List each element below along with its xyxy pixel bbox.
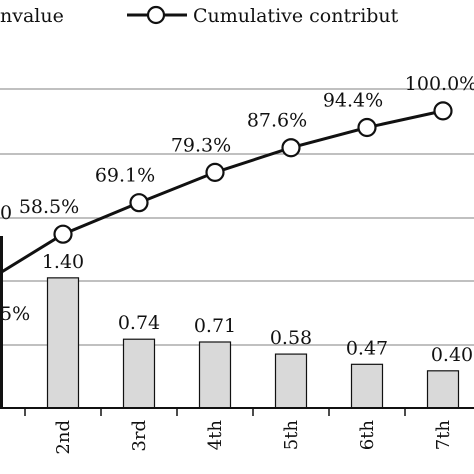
legend-marker-cumulative <box>146 5 166 25</box>
cumulative-value-label-4th: 79.3% <box>171 134 231 156</box>
x-axis: 2nd 3rd 4th 5th 6th 7th <box>0 407 474 455</box>
x-tick-label-7th: 7th <box>433 420 454 451</box>
x-tick-label-4th: 4th <box>205 420 226 451</box>
cumulative-marker-7th <box>433 101 453 121</box>
cumulative-value-label-6th: 94.4% <box>323 90 383 112</box>
data-labels: 1.40 0.74 0.71 0.58 0.47 0.40 58.5% 69.1% 79.3% 8… <box>19 73 474 366</box>
legend-label-nvalue: nvalue <box>0 5 64 27</box>
partial-left-value-label: 0 <box>0 202 12 224</box>
cumulative-value-label-2nd: 58.5% <box>19 196 79 218</box>
x-tick-label-5th: 5th <box>281 420 302 451</box>
cumulative-marker-2nd <box>53 224 73 244</box>
legend-label-cumulative: Cumulative contribut <box>193 5 399 27</box>
partial-left-percent-label: 5% <box>0 303 30 325</box>
bar-6th <box>350 363 384 409</box>
bar-value-label-4th: 0.71 <box>194 315 236 337</box>
bar-value-label-7th: 0.40 <box>431 344 473 366</box>
bar-4th <box>198 341 232 409</box>
bar-5th <box>274 353 308 409</box>
bar-value-label-5th: 0.58 <box>270 327 312 349</box>
cumulative-marker-5th <box>281 138 301 158</box>
bar-value-label-3rd: 0.74 <box>118 312 160 334</box>
cumulative-marker-6th <box>357 117 377 138</box>
x-tick-label-3rd: 3rd <box>129 420 150 452</box>
bar-series <box>0 236 460 409</box>
x-tick-label-2nd: 2nd <box>53 420 74 455</box>
bar-3rd <box>122 338 156 409</box>
bar-value-label-2nd: 1.40 <box>42 251 84 273</box>
cumulative-value-label-5th: 87.6% <box>247 110 307 132</box>
bar-7th <box>426 370 460 409</box>
cumulative-marker-4th <box>205 162 225 182</box>
bar-value-label-6th: 0.47 <box>346 337 388 359</box>
legend: nvalue Cumulative contribut <box>0 5 399 27</box>
x-tick-label-6th: 6th <box>357 420 378 451</box>
bar-2nd <box>46 277 80 409</box>
cumulative-marker-3rd <box>129 193 149 213</box>
cumulative-value-label-3rd: 69.1% <box>95 165 155 187</box>
cumulative-line-series <box>0 101 453 275</box>
cumulative-value-label-7th: 100.0% <box>405 73 474 95</box>
